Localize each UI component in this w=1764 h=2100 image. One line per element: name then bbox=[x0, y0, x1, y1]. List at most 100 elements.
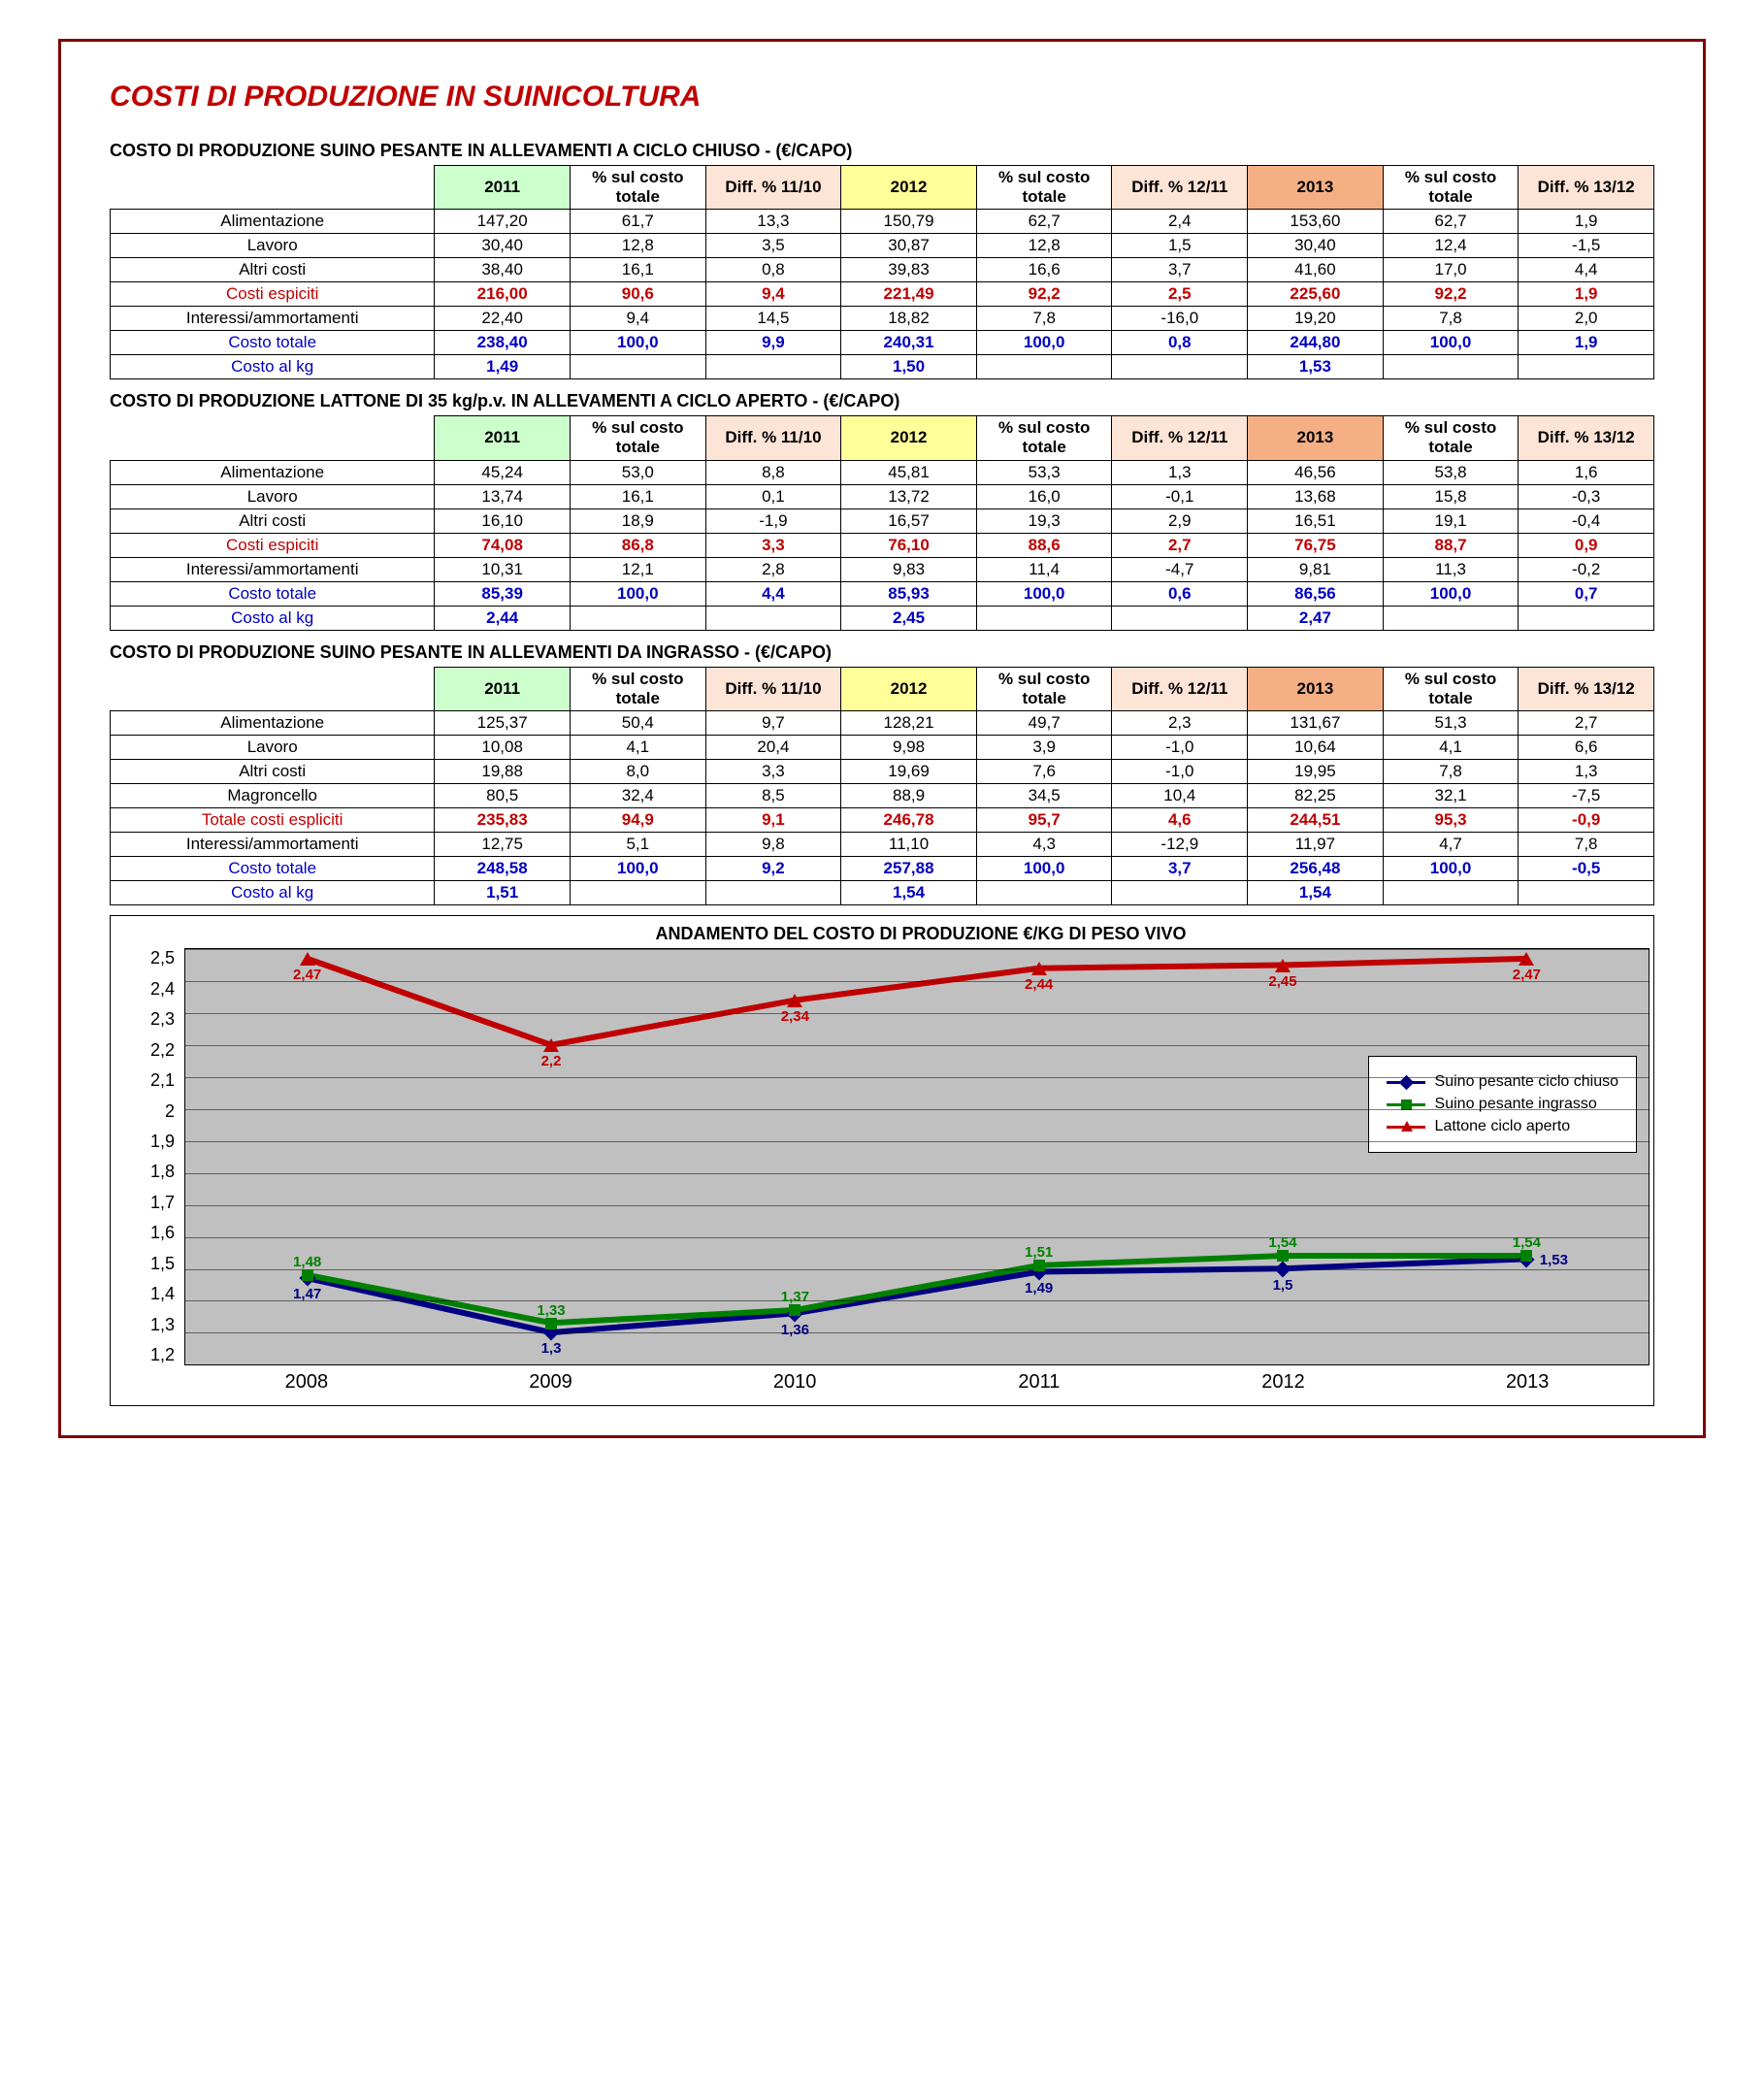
row-label: Costo totale bbox=[111, 331, 435, 355]
cell bbox=[1519, 355, 1654, 379]
document-page: COSTI DI PRODUZIONE IN SUINICOLTURA COST… bbox=[58, 39, 1706, 1438]
grid-line bbox=[185, 1045, 1649, 1046]
cell: -0,1 bbox=[1112, 484, 1248, 509]
cell: 6,6 bbox=[1519, 735, 1654, 759]
cell: 1,53 bbox=[1248, 355, 1384, 379]
data-label: 1,37 bbox=[781, 1289, 809, 1305]
cell: 62,7 bbox=[976, 210, 1112, 234]
cell: 3,3 bbox=[705, 533, 841, 557]
cell: 4,1 bbox=[1383, 735, 1519, 759]
column-header: 2012 bbox=[841, 667, 977, 710]
cell: 2,7 bbox=[1112, 533, 1248, 557]
cell: 12,1 bbox=[570, 557, 705, 581]
y-tick: 2,3 bbox=[150, 1009, 175, 1030]
row-label: Interessi/ammortamenti bbox=[111, 557, 435, 581]
cell bbox=[976, 881, 1112, 905]
row-label: Altri costi bbox=[111, 509, 435, 533]
x-tick: 2012 bbox=[1161, 1371, 1406, 1394]
cell bbox=[705, 606, 841, 630]
table-row: Altri costi16,1018,9-1,916,5719,32,916,5… bbox=[111, 509, 1654, 533]
cell: 9,2 bbox=[705, 857, 841, 881]
y-axis: 2,52,42,32,22,121,91,81,71,61,51,41,31,2 bbox=[114, 948, 184, 1365]
cell: 3,9 bbox=[976, 735, 1112, 759]
series-marker bbox=[1033, 1260, 1045, 1271]
cell: 8,8 bbox=[705, 460, 841, 484]
data-label: 1,51 bbox=[1025, 1244, 1053, 1261]
grid-line bbox=[185, 1205, 1649, 1206]
cell: 4,7 bbox=[1383, 833, 1519, 857]
row-label: Costo al kg bbox=[111, 606, 435, 630]
grid-line bbox=[185, 1109, 1649, 1110]
legend-item: Suino pesante ingrasso bbox=[1387, 1096, 1618, 1113]
cell: -1,0 bbox=[1112, 760, 1248, 784]
cell: 13,68 bbox=[1248, 484, 1384, 509]
y-tick: 1,6 bbox=[150, 1223, 175, 1243]
cell: 9,9 bbox=[705, 331, 841, 355]
grid-line bbox=[185, 1077, 1649, 1078]
cell: 94,9 bbox=[570, 808, 705, 833]
cell: -7,5 bbox=[1519, 784, 1654, 808]
cell: 0,7 bbox=[1519, 581, 1654, 606]
legend-item: Suino pesante ciclo chiuso bbox=[1387, 1073, 1618, 1091]
cell: 3,7 bbox=[1112, 258, 1248, 282]
grid-line bbox=[185, 981, 1649, 982]
cell: 10,4 bbox=[1112, 784, 1248, 808]
cell: 10,08 bbox=[435, 735, 571, 759]
cell: 256,48 bbox=[1248, 857, 1384, 881]
cell bbox=[1383, 355, 1519, 379]
cell: 88,7 bbox=[1383, 533, 1519, 557]
table-row: Interessi/ammortamenti10,3112,12,89,8311… bbox=[111, 557, 1654, 581]
column-header: 2012 bbox=[841, 166, 977, 210]
row-label: Interessi/ammortamenti bbox=[111, 833, 435, 857]
cell: 3,7 bbox=[1112, 857, 1248, 881]
cell: 244,80 bbox=[1248, 331, 1384, 355]
column-header: Diff. % 13/12 bbox=[1519, 667, 1654, 710]
cell: 240,31 bbox=[841, 331, 977, 355]
column-header: % sul costo totale bbox=[976, 667, 1112, 710]
table-row: Costo totale248,58100,09,2257,88100,03,7… bbox=[111, 857, 1654, 881]
cell: 2,45 bbox=[841, 606, 977, 630]
legend-label: Suino pesante ingrasso bbox=[1435, 1096, 1597, 1113]
series-marker bbox=[1031, 962, 1047, 975]
row-label: Altri costi bbox=[111, 760, 435, 784]
cell: -0,4 bbox=[1519, 509, 1654, 533]
cell: 20,4 bbox=[705, 735, 841, 759]
cell: 9,98 bbox=[841, 735, 977, 759]
cell: 7,8 bbox=[1383, 760, 1519, 784]
cell: 225,60 bbox=[1248, 282, 1384, 307]
table-row: Alimentazione45,2453,08,845,8153,31,346,… bbox=[111, 460, 1654, 484]
cell: 88,9 bbox=[841, 784, 977, 808]
cell: 100,0 bbox=[976, 581, 1112, 606]
cell: 2,4 bbox=[1112, 210, 1248, 234]
table-row: Costo al kg2,442,452,47 bbox=[111, 606, 1654, 630]
cell: 88,6 bbox=[976, 533, 1112, 557]
cell: 41,60 bbox=[1248, 258, 1384, 282]
cell: 257,88 bbox=[841, 857, 977, 881]
table-row: Costi espiciti216,0090,69,4221,4992,22,5… bbox=[111, 282, 1654, 307]
data-label: 2,47 bbox=[293, 967, 321, 983]
row-label: Costo al kg bbox=[111, 881, 435, 905]
column-header: % sul costo totale bbox=[1383, 166, 1519, 210]
cell: 248,58 bbox=[435, 857, 571, 881]
cell: 238,40 bbox=[435, 331, 571, 355]
cell: 1,51 bbox=[435, 881, 571, 905]
chart-body: 2,52,42,32,22,121,91,81,71,61,51,41,31,2… bbox=[114, 948, 1650, 1365]
cell: 12,75 bbox=[435, 833, 571, 857]
cell: 85,93 bbox=[841, 581, 977, 606]
cell: 0,8 bbox=[705, 258, 841, 282]
data-label: 2,47 bbox=[1513, 967, 1541, 983]
cell: 46,56 bbox=[1248, 460, 1384, 484]
cell: -0,9 bbox=[1519, 808, 1654, 833]
y-tick: 2,4 bbox=[150, 979, 175, 1000]
data-label: 1,53 bbox=[1540, 1252, 1568, 1268]
cell: -1,0 bbox=[1112, 735, 1248, 759]
cell: 1,9 bbox=[1519, 282, 1654, 307]
column-header: Diff. % 12/11 bbox=[1112, 416, 1248, 460]
cell: 10,31 bbox=[435, 557, 571, 581]
table-row: Costo totale85,39100,04,485,93100,00,686… bbox=[111, 581, 1654, 606]
grid-line bbox=[185, 1269, 1649, 1270]
cell: 9,1 bbox=[705, 808, 841, 833]
cell: 2,8 bbox=[705, 557, 841, 581]
cell: 8,5 bbox=[705, 784, 841, 808]
cell bbox=[1112, 355, 1248, 379]
